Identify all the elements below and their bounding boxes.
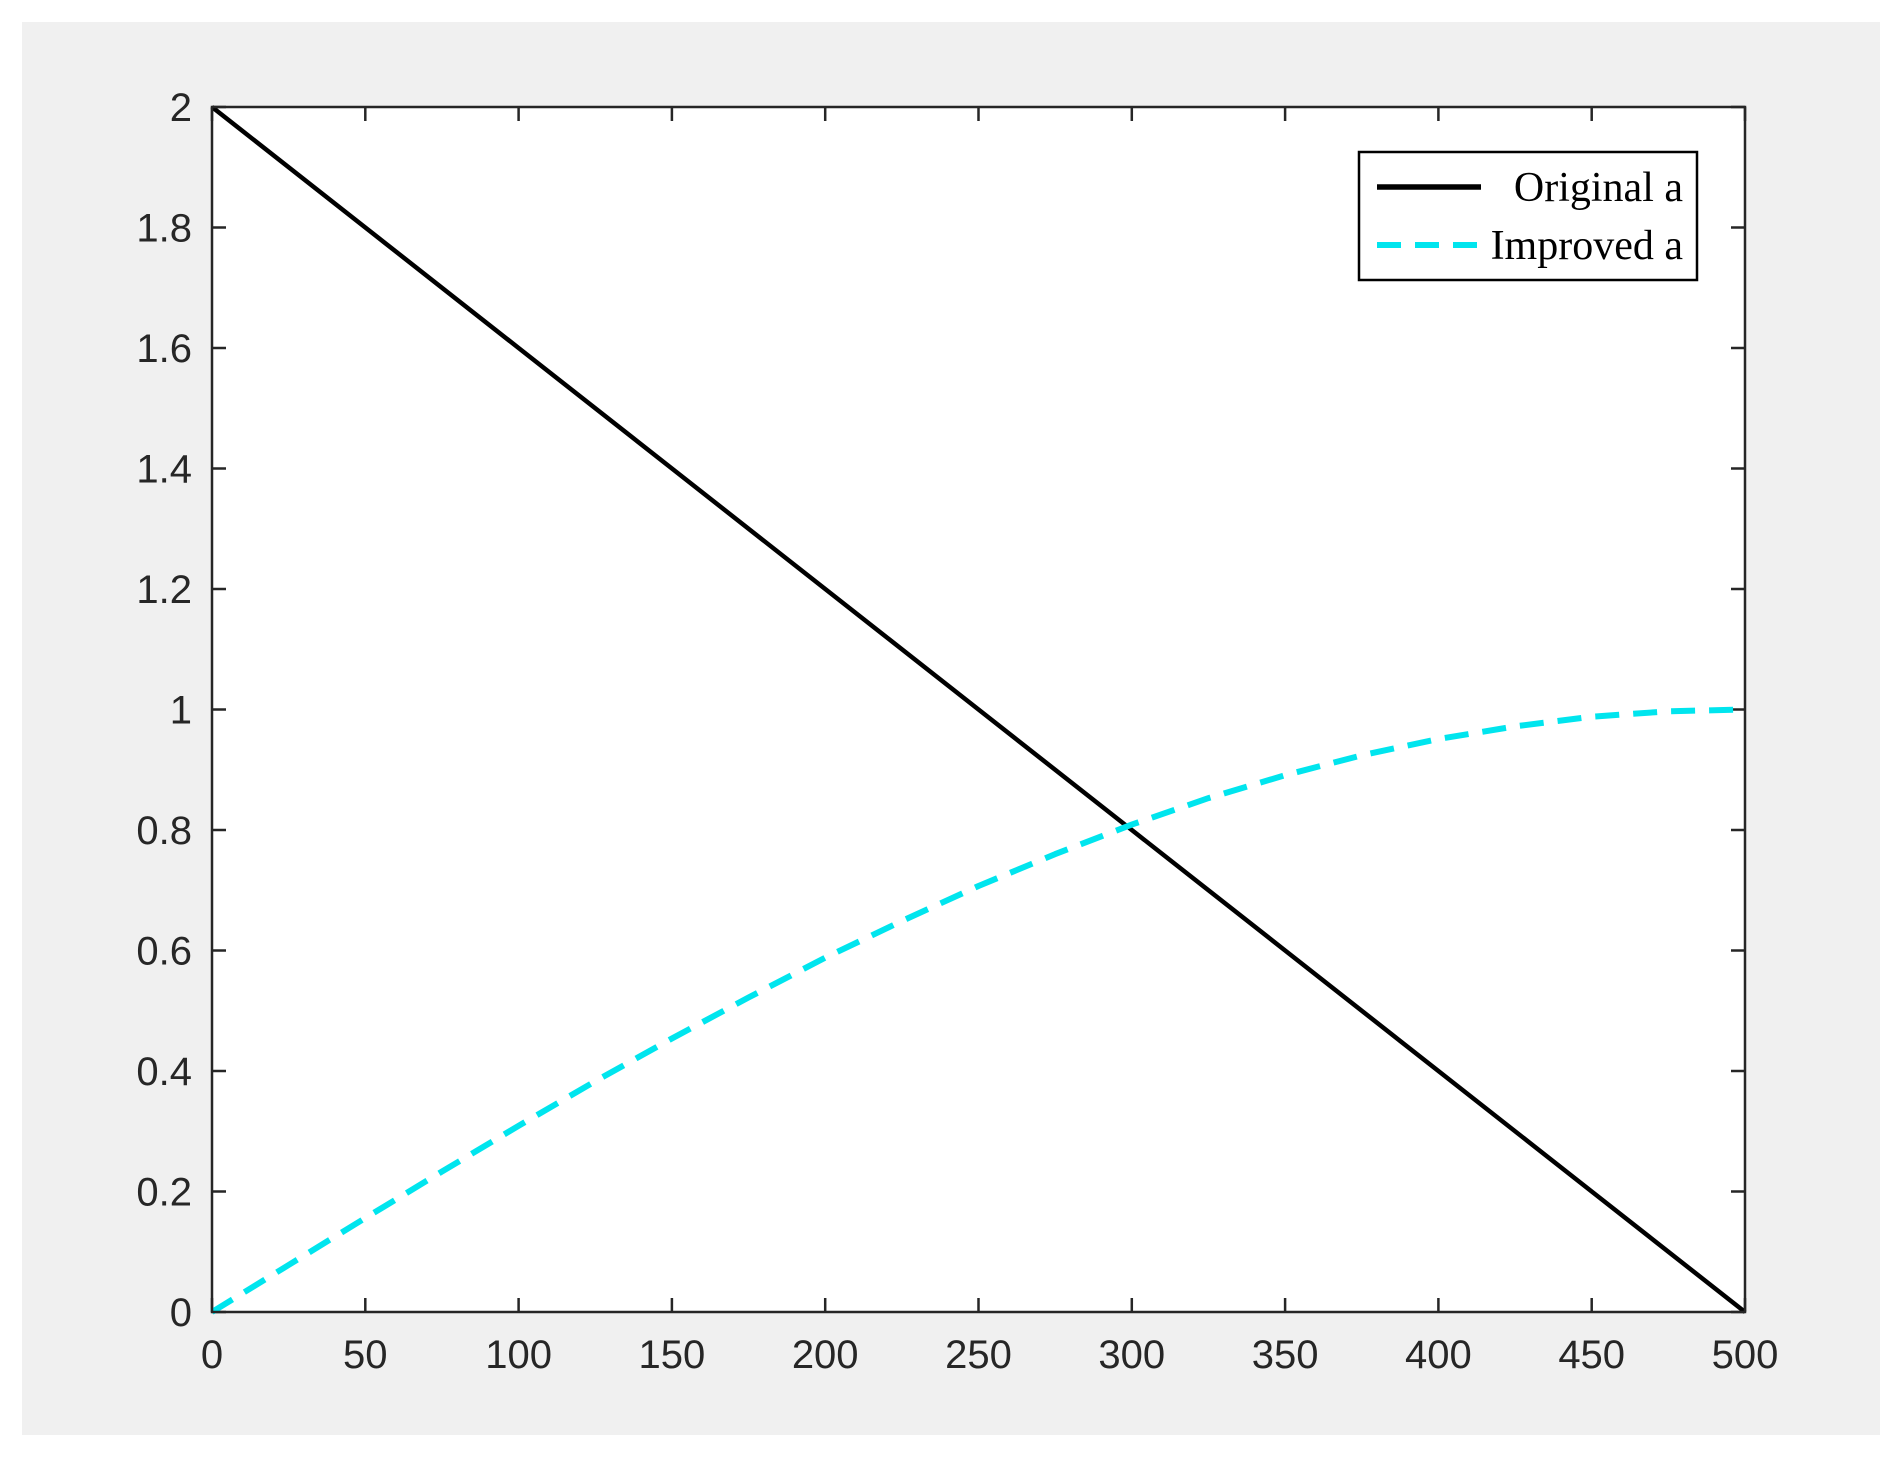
x-tick-label: 350 [1252,1333,1319,1377]
legend: Original a Improved a [1357,150,1699,282]
y-tick-label: 1.2 [136,568,192,612]
x-tick-label: 450 [1558,1333,1625,1377]
axes-box [210,105,1747,1314]
y-tick-label: 1 [170,689,192,733]
y-tick-label: 0.2 [136,1171,192,1215]
series-line-0 [210,105,1747,1314]
x-tick-label: 150 [639,1333,706,1377]
x-tick-label: 500 [1712,1333,1779,1377]
y-tick-label: 0.6 [136,930,192,974]
x-tick-label: 100 [485,1333,552,1377]
y-tick-label: 0.8 [136,809,192,853]
x-tick-label: 250 [945,1333,1012,1377]
y-tick-label: 1.8 [136,207,192,251]
x-tick-label: 200 [792,1333,859,1377]
x-tick-label: 0 [201,1333,223,1377]
y-tick-label: 0.4 [136,1050,192,1094]
x-tick-label: 300 [1098,1333,1165,1377]
series-line-1 [210,706,1746,1315]
legend-label-1: Improved a [1491,223,1684,269]
axis-ticks [210,105,1747,1314]
legend-box [1357,150,1699,282]
x-tick-labels: 0 50 100 150 200 250 300 350 400 450 500 [201,1333,1779,1377]
x-tick-label: 50 [343,1333,388,1377]
y-tick-label: 1.6 [136,327,192,371]
y-tick-label: 1.4 [136,448,192,492]
x-tick-label: 400 [1405,1333,1472,1377]
y-tick-label: 2 [170,86,192,130]
y-tick-labels: 0 0.2 0.4 0.6 0.8 1 1.2 1.4 1.6 1.8 2 [136,86,192,1335]
series-lines [210,105,1747,1315]
legend-label-0: Original a [1514,165,1683,211]
y-tick-label: 0 [170,1291,192,1335]
